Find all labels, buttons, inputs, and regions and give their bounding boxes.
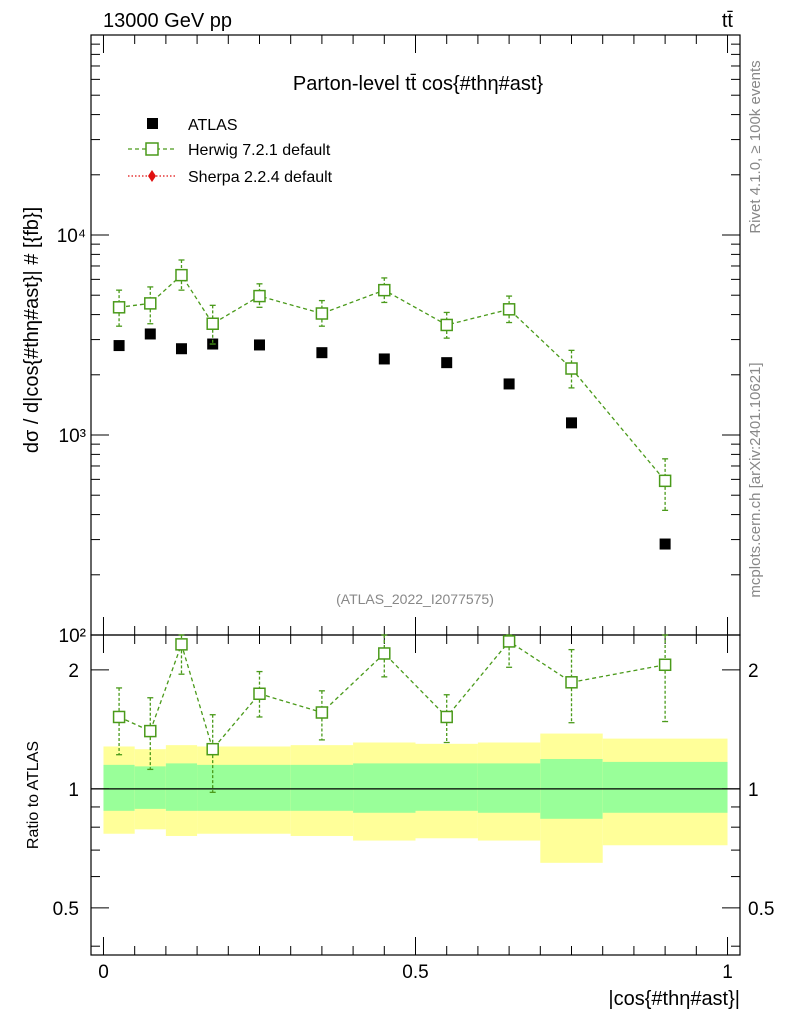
mcplots-label: mcplots.cern.ch [arXiv:2401.10621] bbox=[747, 362, 764, 597]
x-tick-label: 0.5 bbox=[402, 962, 428, 983]
atlas-data-point bbox=[175, 343, 187, 355]
y-axis-label: dσ / d|cos{#thη#ast}| # [{fb}] bbox=[21, 207, 43, 453]
ratio-y-tick-label: 0.5 bbox=[53, 899, 79, 920]
legend-sherpa-label: Sherpa 2.2.4 default bbox=[188, 169, 333, 186]
legend-atlas-label: ATLAS bbox=[188, 117, 238, 134]
herwig-ratio-point bbox=[175, 638, 188, 651]
ratio-y-tick-label: 2 bbox=[68, 661, 79, 682]
ratio-y-tick-label-right: 0.5 bbox=[748, 899, 774, 920]
herwig-point bbox=[378, 283, 391, 297]
herwig-ratio-point bbox=[144, 724, 157, 738]
legend-atlas-marker bbox=[147, 118, 158, 129]
atlas-data-point bbox=[378, 353, 390, 365]
herwig-point bbox=[253, 289, 266, 303]
herwig-point bbox=[175, 268, 188, 282]
y-tick-label: 10⁴ bbox=[57, 226, 86, 247]
herwig-ratio-point bbox=[440, 710, 453, 724]
ratio-y-tick-label: 1 bbox=[68, 780, 79, 801]
stat-uncertainty-band bbox=[415, 763, 478, 811]
atlas-data-point bbox=[441, 357, 453, 369]
herwig-ratio-point bbox=[378, 647, 391, 660]
atlas-data-point bbox=[566, 417, 578, 429]
atlas-data-point bbox=[144, 328, 156, 340]
plot-title: Parton-level tt̄ cos{#thη#ast} bbox=[293, 73, 543, 95]
atlas-data-point bbox=[659, 538, 671, 550]
ratio-y-tick-label-right: 1 bbox=[748, 780, 759, 801]
herwig-point bbox=[658, 474, 672, 488]
legend-herwig-label: Herwig 7.2.1 default bbox=[188, 142, 331, 159]
stat-uncertainty-band bbox=[290, 764, 354, 811]
ratio-y-tick-label-right: 2 bbox=[748, 661, 759, 682]
herwig-point bbox=[315, 307, 329, 320]
atlas-data-point bbox=[503, 378, 515, 390]
stat-uncertainty-band bbox=[165, 763, 198, 811]
herwig-point bbox=[502, 303, 516, 316]
y-tick-label: 10³ bbox=[59, 426, 86, 447]
x-tick-label: 1 bbox=[722, 962, 733, 983]
herwig-ratio-point bbox=[658, 658, 672, 672]
stat-uncertainty-band bbox=[602, 761, 728, 813]
stat-uncertainty-band bbox=[197, 764, 291, 811]
herwig-point bbox=[144, 297, 157, 310]
herwig-series-line bbox=[119, 274, 666, 482]
stat-uncertainty-band bbox=[353, 763, 416, 813]
atlas-data-point bbox=[316, 347, 328, 359]
legend-herwig-marker bbox=[145, 142, 159, 156]
main-panel: 10² 10³ 10⁴ bbox=[57, 34, 741, 647]
ratio-panel: 0 0.5 1 0.5 0.5 1 1 2 2 bbox=[53, 634, 774, 983]
herwig-point bbox=[440, 318, 453, 332]
analysis-watermark: (ATLAS_2022_I2077575) bbox=[336, 591, 494, 607]
herwig-ratio-series-line bbox=[118, 640, 666, 751]
process-label: tt̄ bbox=[722, 10, 734, 32]
herwig-ratio-point bbox=[502, 635, 516, 648]
energy-label: 13000 GeV pp bbox=[103, 10, 232, 32]
herwig-ratio-point bbox=[253, 687, 266, 701]
stat-uncertainty-band bbox=[477, 763, 541, 813]
herwig-point bbox=[206, 317, 219, 330]
atlas-data-point bbox=[253, 339, 265, 351]
herwig-ratio-point bbox=[112, 710, 126, 724]
herwig-ratio-point bbox=[206, 742, 219, 756]
legend-sherpa-marker bbox=[148, 170, 156, 182]
herwig-point bbox=[565, 362, 578, 375]
legend: ATLAS Herwig 7.2.1 default Sherpa 2.2.4 … bbox=[128, 117, 333, 186]
rivet-version-label: Rivet 4.1.0, ≥ 100k events bbox=[747, 60, 764, 233]
herwig-ratio-point bbox=[315, 706, 329, 719]
atlas-data-point bbox=[113, 340, 125, 352]
y-tick-label: 10² bbox=[59, 626, 86, 647]
x-tick-label: 0 bbox=[98, 962, 109, 983]
herwig-ratio-point bbox=[565, 676, 578, 689]
x-axis-label: |cos{#thη#ast}| bbox=[608, 988, 740, 1010]
herwig-point bbox=[112, 301, 126, 314]
stat-uncertainty-band bbox=[134, 766, 166, 809]
stat-uncertainty-band bbox=[103, 764, 135, 811]
ratio-y-axis-label: Ratio to ATLAS bbox=[25, 741, 42, 849]
